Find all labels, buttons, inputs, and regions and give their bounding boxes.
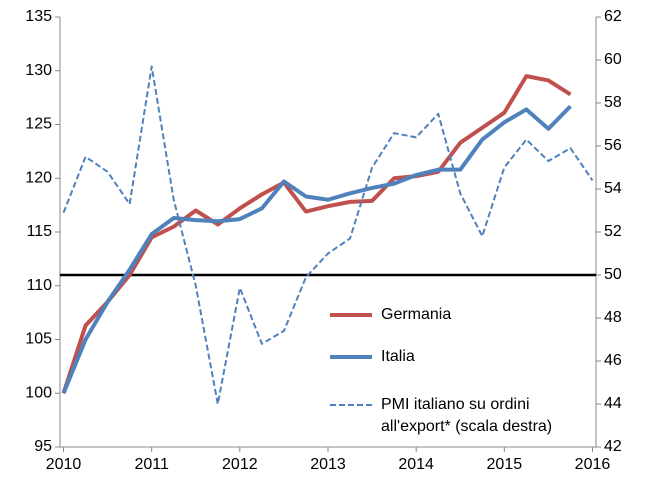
series-line bbox=[61, 74, 572, 394]
series-line bbox=[61, 104, 572, 395]
series-line bbox=[62, 65, 594, 405]
y2-tick-label: 48 bbox=[604, 309, 622, 326]
y2-tick-label: 58 bbox=[604, 94, 622, 111]
y-tick-label: 130 bbox=[25, 62, 52, 79]
y-tick-label: 105 bbox=[25, 331, 52, 348]
legend-label: Italia bbox=[381, 348, 415, 365]
x-tick-label: 2011 bbox=[134, 456, 169, 473]
y-tick-label: 100 bbox=[25, 384, 52, 401]
y2-tick-label: 42 bbox=[604, 438, 622, 455]
y2-tick-label: 50 bbox=[604, 266, 622, 283]
y2-tick-label: 54 bbox=[604, 180, 622, 197]
x-tick-label: 2010 bbox=[46, 456, 82, 473]
y2-tick-label: 56 bbox=[604, 137, 622, 154]
x-tick-label: 2013 bbox=[310, 456, 346, 473]
y2-tick-label: 44 bbox=[604, 395, 622, 412]
y2-tick-label: 62 bbox=[604, 8, 622, 25]
x-tick-label: 2016 bbox=[575, 456, 611, 473]
x-tick-label: 2015 bbox=[487, 456, 523, 473]
legend-label: PMI italiano su ordini all'export* (scala… bbox=[381, 396, 552, 435]
y-tick-label: 135 bbox=[25, 8, 52, 25]
x-tick-label: 2012 bbox=[222, 456, 258, 473]
y2-tick-label: 46 bbox=[604, 352, 622, 369]
y-tick-label: 95 bbox=[34, 438, 52, 455]
y-tick-label: 110 bbox=[26, 277, 52, 294]
x-tick-label: 2014 bbox=[398, 456, 434, 473]
legend-label: Germania bbox=[381, 306, 451, 323]
y-tick-label: 125 bbox=[25, 116, 52, 133]
y-tick-label: 120 bbox=[25, 169, 52, 186]
y2-tick-label: 60 bbox=[604, 51, 622, 68]
y2-tick-label: 52 bbox=[604, 223, 622, 240]
y-tick-label: 115 bbox=[26, 223, 52, 240]
